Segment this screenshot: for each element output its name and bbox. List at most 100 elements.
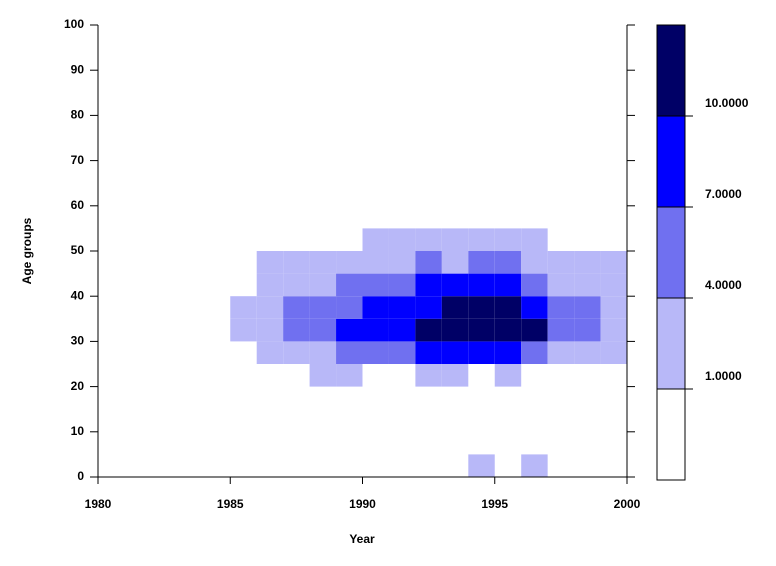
- heat-cell: [600, 296, 627, 319]
- heat-cell: [521, 228, 548, 251]
- heat-cell: [574, 251, 601, 274]
- heat-cell: [230, 296, 257, 319]
- heat-cell: [468, 228, 495, 251]
- heat-cell: [494, 364, 522, 387]
- y-tick-label: 30: [71, 334, 85, 348]
- colorbar-label: 10.0000: [705, 96, 749, 110]
- y-tick-label: 100: [64, 17, 84, 31]
- heat-cell: [362, 296, 389, 319]
- heat-cell: [309, 318, 337, 342]
- heat-cell: [468, 296, 495, 319]
- x-tick-label: 1995: [481, 497, 508, 511]
- heat-cell: [441, 273, 469, 297]
- colorbar-segment: [656, 388, 686, 481]
- heat-cell: [521, 273, 548, 297]
- y-tick-label: 90: [71, 62, 85, 76]
- heat-cell: [600, 273, 627, 297]
- heat-cell: [521, 318, 548, 342]
- heat-cell: [494, 251, 522, 274]
- heat-cell: [362, 251, 389, 274]
- heat-cell: [494, 273, 522, 297]
- heat-cell: [388, 228, 416, 251]
- x-tick-label: 2000: [614, 497, 641, 511]
- heat-cell: [362, 341, 389, 364]
- heat-cell: [521, 341, 548, 364]
- heat-cell: [468, 454, 495, 477]
- heat-cell: [494, 228, 522, 251]
- heat-cell: [468, 318, 495, 342]
- heat-cell: [230, 318, 257, 342]
- heat-cell: [468, 273, 495, 297]
- x-tick-label: 1990: [349, 497, 376, 511]
- heat-cell: [441, 296, 469, 319]
- heat-cell: [336, 273, 363, 297]
- colorbar-segment: [656, 297, 686, 390]
- heat-cell: [547, 251, 575, 274]
- colorbar-segment: [656, 206, 686, 299]
- heat-cell: [256, 341, 284, 364]
- heat-cell: [309, 341, 337, 364]
- heat-cell: [256, 273, 284, 297]
- heat-cell: [336, 318, 363, 342]
- heat-cell: [309, 273, 337, 297]
- heat-cell: [256, 318, 284, 342]
- heat-cell: [388, 251, 416, 274]
- heat-cell: [574, 318, 601, 342]
- heat-cell: [441, 364, 469, 387]
- heat-cell: [283, 273, 310, 297]
- y-tick-label: 60: [71, 198, 85, 212]
- heat-cell: [309, 296, 337, 319]
- heat-cell: [283, 251, 310, 274]
- heat-cell: [547, 341, 575, 364]
- colorbar-label: 4.0000: [705, 278, 742, 292]
- heat-cell: [415, 228, 442, 251]
- x-axis-title: Year: [349, 532, 375, 546]
- heat-cell: [468, 251, 495, 274]
- heat-cell: [441, 228, 469, 251]
- heat-cell: [574, 273, 601, 297]
- colorbar-segment: [656, 24, 686, 117]
- heat-cell: [362, 228, 389, 251]
- heat-cell: [574, 296, 601, 319]
- heat-cell: [415, 318, 442, 342]
- x-tick-label: 1980: [85, 497, 112, 511]
- heat-cell: [336, 251, 363, 274]
- heat-cell: [283, 318, 310, 342]
- heat-cell: [388, 341, 416, 364]
- heat-cell: [441, 341, 469, 364]
- heat-cell: [574, 341, 601, 364]
- heat-cell: [362, 318, 389, 342]
- heat-cell: [256, 251, 284, 274]
- heat-cell: [521, 251, 548, 274]
- colorbar-segment: [656, 115, 686, 208]
- heat-cell: [415, 251, 442, 274]
- heat-cell: [415, 273, 442, 297]
- y-tick-label: 0: [77, 469, 84, 483]
- heat-cell: [283, 296, 310, 319]
- colorbar-label: 1.0000: [705, 369, 742, 383]
- heat-cell: [521, 296, 548, 319]
- heat-cell: [547, 318, 575, 342]
- heat-cell: [415, 341, 442, 364]
- heat-cell: [441, 318, 469, 342]
- heat-cell: [336, 364, 363, 387]
- heat-cell: [388, 296, 416, 319]
- heat-cell: [494, 318, 522, 342]
- heat-cell: [521, 454, 548, 477]
- y-tick-label: 10: [71, 424, 85, 438]
- heat-cell: [388, 273, 416, 297]
- heat-cell: [256, 296, 284, 319]
- heat-cell: [600, 341, 627, 364]
- heat-cell: [547, 296, 575, 319]
- y-tick-label: 20: [71, 379, 85, 393]
- heat-cell: [388, 318, 416, 342]
- colorbar-label: 7.0000: [705, 187, 742, 201]
- heat-cell: [600, 251, 627, 274]
- y-axis-title: Age groups: [20, 217, 34, 284]
- heat-cell: [415, 364, 442, 387]
- y-tick-label: 50: [71, 243, 85, 257]
- y-tick-label: 70: [71, 153, 85, 167]
- heat-cell: [494, 341, 522, 364]
- heat-cell: [441, 251, 469, 274]
- y-tick-label: 80: [71, 108, 85, 122]
